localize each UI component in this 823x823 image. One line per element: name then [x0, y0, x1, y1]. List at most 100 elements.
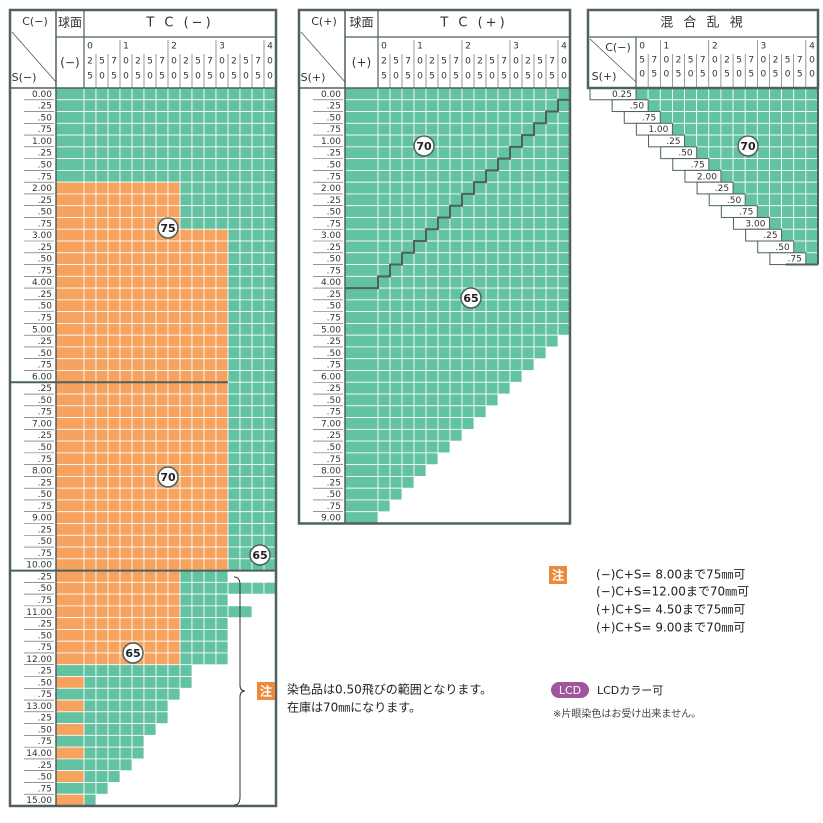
cell	[179, 605, 193, 619]
cell	[131, 287, 145, 301]
cell	[557, 217, 571, 230]
cell	[203, 440, 217, 454]
cell	[473, 205, 487, 218]
cell	[179, 158, 193, 171]
cell	[389, 464, 403, 477]
cell	[497, 169, 511, 183]
cell	[203, 534, 217, 548]
cell	[485, 134, 499, 148]
cell	[389, 299, 403, 313]
cell	[179, 87, 193, 101]
cell	[203, 381, 217, 395]
cell	[107, 640, 121, 654]
cell	[143, 393, 157, 407]
cell	[83, 393, 97, 407]
cell	[263, 452, 277, 466]
cell	[95, 217, 109, 230]
cell	[179, 440, 193, 454]
cell	[449, 217, 463, 230]
col-digit: 0	[171, 72, 177, 82]
cell	[227, 99, 241, 112]
cell	[781, 158, 795, 171]
cell	[215, 228, 229, 242]
cell	[95, 723, 109, 736]
cell	[239, 111, 253, 124]
cell	[203, 134, 217, 148]
cell	[473, 158, 487, 171]
cell	[533, 181, 547, 195]
cell	[131, 417, 145, 430]
cell	[179, 511, 193, 524]
cell	[83, 181, 97, 195]
cell	[263, 275, 277, 289]
col-digit: 5	[549, 72, 555, 82]
cell	[107, 570, 121, 583]
cell	[131, 122, 145, 136]
cell	[203, 428, 217, 442]
cell	[215, 617, 229, 630]
cell	[449, 99, 463, 112]
col-digit: 2	[135, 57, 141, 67]
cell	[545, 240, 559, 254]
cell	[533, 228, 547, 242]
cell	[83, 546, 97, 560]
cell	[509, 87, 523, 101]
cell	[95, 111, 109, 124]
cell	[119, 322, 133, 336]
note-line: (+)C+S= 9.00まで70㎜可	[596, 621, 745, 635]
cell	[251, 275, 265, 289]
cell	[143, 605, 157, 619]
cell	[793, 122, 807, 136]
cell	[485, 334, 499, 348]
cell	[131, 346, 145, 360]
cell	[215, 523, 229, 536]
cell	[461, 370, 475, 383]
cell	[239, 581, 253, 595]
cell	[401, 322, 415, 336]
cell	[179, 417, 193, 430]
cell	[720, 99, 734, 112]
cell	[793, 87, 807, 101]
cell	[461, 99, 475, 112]
cell	[107, 311, 121, 324]
cell	[389, 122, 403, 136]
cell	[131, 181, 145, 195]
cell	[143, 511, 157, 524]
cell	[227, 193, 241, 207]
cell	[83, 111, 97, 124]
cell	[155, 193, 169, 207]
table-frame	[297, 8, 572, 525]
cell	[179, 228, 193, 242]
cell	[155, 111, 169, 124]
cell	[769, 99, 783, 112]
cell	[781, 122, 795, 136]
cell	[95, 440, 109, 454]
cell	[344, 228, 379, 242]
cell	[485, 299, 499, 313]
cell	[509, 134, 523, 148]
cell	[179, 146, 193, 160]
cell	[413, 370, 427, 383]
cell	[377, 487, 391, 501]
cell	[781, 111, 795, 124]
cell	[95, 181, 109, 195]
cell	[769, 122, 783, 136]
cell	[449, 299, 463, 313]
cell	[119, 358, 133, 371]
cell	[203, 546, 217, 560]
cell	[119, 393, 133, 407]
cell	[107, 581, 121, 595]
row-label: .75	[38, 455, 52, 465]
col-digit: 1	[663, 42, 669, 52]
lcd-badge	[551, 682, 589, 698]
row-label: 0.00	[32, 90, 52, 100]
cell	[344, 299, 379, 313]
cell	[413, 346, 427, 360]
cell	[191, 464, 205, 477]
cell	[215, 299, 229, 313]
cell	[55, 476, 85, 489]
cell	[215, 487, 229, 501]
cell	[239, 393, 253, 407]
cell	[95, 122, 109, 136]
col-digit: 5	[135, 72, 141, 82]
